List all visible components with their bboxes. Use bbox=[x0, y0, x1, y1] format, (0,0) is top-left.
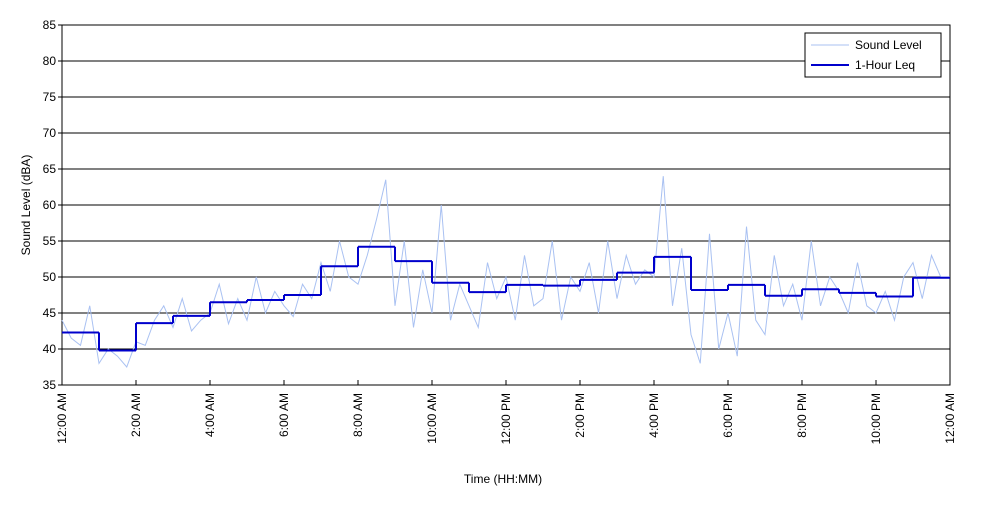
y-tick-label: 60 bbox=[43, 198, 57, 212]
x-tick-label: 2:00 PM bbox=[573, 393, 587, 438]
x-tick-label: 12:00 AM bbox=[943, 393, 957, 444]
y-tick-label: 40 bbox=[43, 342, 57, 356]
x-tick-label: 8:00 AM bbox=[351, 393, 365, 437]
x-tick-label: 6:00 PM bbox=[721, 393, 735, 438]
y-tick-label: 55 bbox=[43, 234, 57, 248]
x-tick-label: 4:00 PM bbox=[647, 393, 661, 438]
x-axis-label: Time (HH:MM) bbox=[464, 472, 542, 486]
x-tick-label: 10:00 PM bbox=[869, 393, 883, 444]
plot-frame bbox=[61, 24, 951, 386]
x-tick-label: 12:00 AM bbox=[55, 393, 69, 444]
x-tick-label: 12:00 PM bbox=[499, 393, 513, 444]
x-tick-label: 4:00 AM bbox=[203, 393, 217, 437]
y-tick-label: 85 bbox=[43, 18, 57, 32]
y-tick-label: 75 bbox=[43, 90, 57, 104]
y-tick-label: 50 bbox=[43, 270, 57, 284]
legend-label: 1-Hour Leq bbox=[855, 58, 915, 72]
legend-box bbox=[804, 32, 942, 78]
x-tick-label: 2:00 AM bbox=[129, 393, 143, 437]
y-axis-label: Sound Level (dBA) bbox=[19, 155, 33, 256]
y-tick-label: 70 bbox=[43, 126, 57, 140]
x-tick-label: 10:00 AM bbox=[425, 393, 439, 444]
x-tick-label: 6:00 AM bbox=[277, 393, 291, 437]
y-tick-label: 45 bbox=[43, 306, 57, 320]
y-tick-label: 35 bbox=[43, 378, 57, 392]
x-tick-label: 8:00 PM bbox=[795, 393, 809, 438]
legend-label: Sound Level bbox=[855, 38, 922, 52]
y-tick-label: 80 bbox=[43, 54, 57, 68]
y-tick-label: 65 bbox=[43, 162, 57, 176]
